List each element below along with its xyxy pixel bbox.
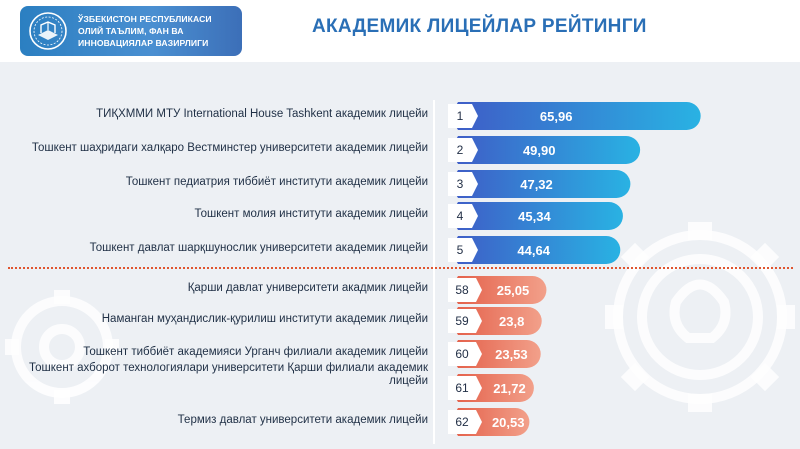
value-label-60: 23,53: [495, 347, 528, 362]
bar-5: [450, 236, 621, 264]
value-label-58: 25,05: [497, 283, 530, 298]
header: ЎЗБЕКИСТОН РЕСПУБЛИКАСИ ОЛИЙ ТАЪЛИМ, ФАН…: [0, 0, 800, 62]
ministry-name-line1: ЎЗБЕКИСТОН РЕСПУБЛИКАСИ: [78, 14, 212, 24]
lyceum-name-60: Тошкент тиббиёт академияси Урганч филиал…: [83, 346, 428, 358]
ministry-name-line2: ОЛИЙ ТАЪЛИМ, ФАН ВА: [78, 26, 184, 36]
rank-badge-4: [448, 204, 478, 228]
lyceum-name-2: Тошкент шаҳридаги халқаро Вестминстер ун…: [31, 142, 428, 154]
value-label-61: 21,72: [493, 381, 526, 396]
value-label-1: 65,96: [540, 109, 573, 124]
rank-badge-5: [448, 238, 478, 262]
ministry-name-line3: ИННОВАЦИЯЛАР ВАЗИРЛИГИ: [78, 38, 209, 48]
value-label-5: 44,64: [517, 243, 550, 258]
rank-label-59: 59: [455, 314, 469, 328]
lyceum-name-1: ТИҚХММИ МТУ International House Tashkent…: [96, 108, 428, 120]
rank-badge-1: [448, 104, 478, 128]
ministry-logo: ЎЗБЕКИСТОН РЕСПУБЛИКАСИ ОЛИЙ ТАЪЛИМ, ФАН…: [20, 6, 242, 56]
lyceum-name-62: Термиз давлат университети академик лице…: [177, 414, 428, 426]
rank-label-1: 1: [457, 109, 464, 123]
bar-4: [450, 202, 623, 230]
section-divider: [8, 267, 793, 269]
rank-badge-62: [448, 410, 482, 434]
lyceum-name-59: Наманган муҳандислик-қурилиш институти а…: [101, 313, 428, 325]
rank-label-62: 62: [455, 415, 469, 429]
rank-badge-59: [448, 309, 482, 333]
chart-axis-line: [433, 100, 435, 444]
rank-badge-60: [448, 342, 482, 366]
lyceum-name-5: Тошкент давлат шарқшунослик университети…: [89, 242, 428, 254]
ministry-emblem-icon: [29, 12, 67, 50]
page-title: АКАДЕМИК ЛИЦЕЙЛАР РЕЙТИНГИ: [312, 16, 647, 37]
lyceum-name-61: Тошкент ахборот технологиялари университ…: [29, 362, 428, 387]
value-label-2: 49,90: [523, 143, 556, 158]
lyceum-name-58: Қарши давлат университети акадмик лицейи: [187, 282, 428, 294]
lyceum-name-3: Тошкент педиатрия тиббиёт институти акад…: [125, 176, 428, 188]
rank-label-4: 4: [457, 209, 464, 223]
value-label-59: 23,8: [499, 314, 524, 329]
rank-label-58: 58: [455, 283, 469, 297]
rank-label-3: 3: [457, 177, 464, 191]
rank-label-2: 2: [457, 143, 464, 157]
rank-badge-3: [448, 172, 478, 196]
rank-label-60: 60: [455, 347, 469, 361]
value-label-62: 20,53: [492, 415, 525, 430]
lyceum-name-4: Тошкент молия институти академик лицейи: [194, 208, 428, 220]
bar-2: [450, 136, 641, 164]
ministry-name: ЎЗБЕКИСТОН РЕСПУБЛИКАСИ ОЛИЙ ТАЪЛИМ, ФАН…: [78, 13, 240, 49]
rank-label-5: 5: [457, 243, 464, 257]
rank-badge-58: [448, 278, 482, 302]
rank-badge-61: [448, 376, 482, 400]
bar-3: [450, 170, 631, 198]
value-label-3: 47,32: [520, 177, 553, 192]
value-label-4: 45,34: [518, 209, 551, 224]
rank-label-61: 61: [455, 381, 469, 395]
bar-1: [450, 102, 701, 130]
background-gear-watermark: [5, 222, 795, 412]
rank-badge-2: [448, 138, 478, 162]
